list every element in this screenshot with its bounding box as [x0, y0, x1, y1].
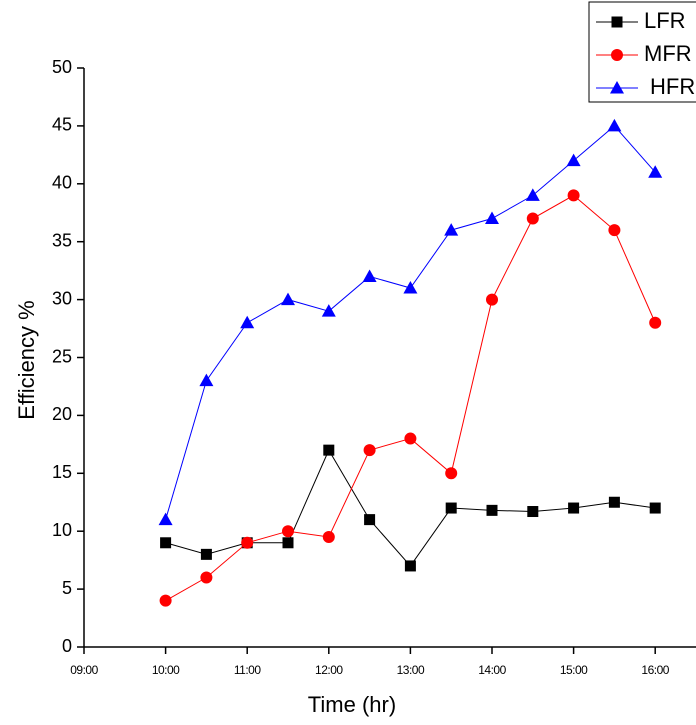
marker — [403, 281, 418, 294]
y-tick-label: 40 — [52, 173, 72, 193]
marker — [404, 432, 417, 445]
y-tick-label: 50 — [52, 57, 72, 77]
y-tick-label: 20 — [52, 404, 72, 424]
y-tick-label: 0 — [62, 636, 72, 656]
marker — [321, 304, 336, 317]
x-tick-label: 11:00 — [234, 663, 261, 677]
series-line — [165, 449, 656, 567]
marker — [567, 189, 580, 202]
x-tick-label: 10:00 — [152, 663, 180, 677]
y-tick-label: 10 — [52, 520, 72, 540]
marker — [200, 548, 212, 560]
x-tick-label: 15:00 — [560, 663, 588, 677]
marker — [444, 223, 459, 236]
marker — [568, 502, 580, 514]
marker — [648, 165, 663, 178]
marker — [608, 496, 620, 508]
marker — [200, 571, 213, 584]
marker — [362, 269, 377, 282]
marker — [199, 373, 214, 387]
y-tick-label: 25 — [52, 346, 72, 366]
y-tick-label: 5 — [62, 578, 72, 598]
marker — [525, 188, 540, 201]
marker — [282, 525, 294, 538]
y-axis-label: Efficiency % — [14, 300, 39, 419]
marker — [527, 506, 539, 518]
y-tick-label: 35 — [52, 230, 72, 250]
marker — [649, 502, 661, 514]
marker — [364, 514, 376, 526]
marker — [486, 504, 498, 516]
legend-marker — [611, 49, 623, 61]
series-line — [165, 194, 656, 602]
x-axis-label: Time (hr) — [308, 692, 396, 717]
y-tick-label: 30 — [52, 288, 72, 308]
marker — [445, 502, 457, 514]
legend-label: LFR — [644, 8, 686, 33]
legend-box — [588, 1, 696, 103]
y-tick-label: 15 — [52, 462, 72, 482]
x-tick-label: 16:00 — [641, 663, 669, 677]
x-tick-label: 14:00 — [478, 663, 506, 677]
marker — [566, 153, 581, 167]
marker — [649, 316, 662, 329]
marker — [608, 224, 621, 237]
marker — [322, 530, 335, 543]
marker — [526, 212, 539, 225]
marker — [404, 560, 416, 572]
marker — [445, 467, 458, 480]
marker — [363, 444, 376, 457]
y-tick-label: 45 — [52, 115, 72, 135]
series-line — [165, 125, 656, 520]
marker — [158, 512, 173, 526]
marker — [486, 293, 498, 306]
marker — [241, 536, 254, 549]
marker — [485, 211, 499, 225]
marker — [282, 537, 294, 549]
marker — [240, 315, 255, 329]
legend-label: HFR — [650, 74, 695, 99]
legend-marker — [610, 81, 624, 94]
marker — [160, 537, 172, 549]
x-tick-label: 13:00 — [397, 663, 425, 677]
marker — [281, 292, 295, 306]
marker — [607, 118, 622, 132]
legend-label: MFR — [644, 41, 692, 66]
x-tick-label: 12:00 — [315, 663, 343, 677]
x-tick-label: 09:00 — [70, 663, 98, 677]
legend-marker — [611, 16, 623, 28]
marker — [159, 594, 172, 607]
marker — [323, 444, 335, 456]
